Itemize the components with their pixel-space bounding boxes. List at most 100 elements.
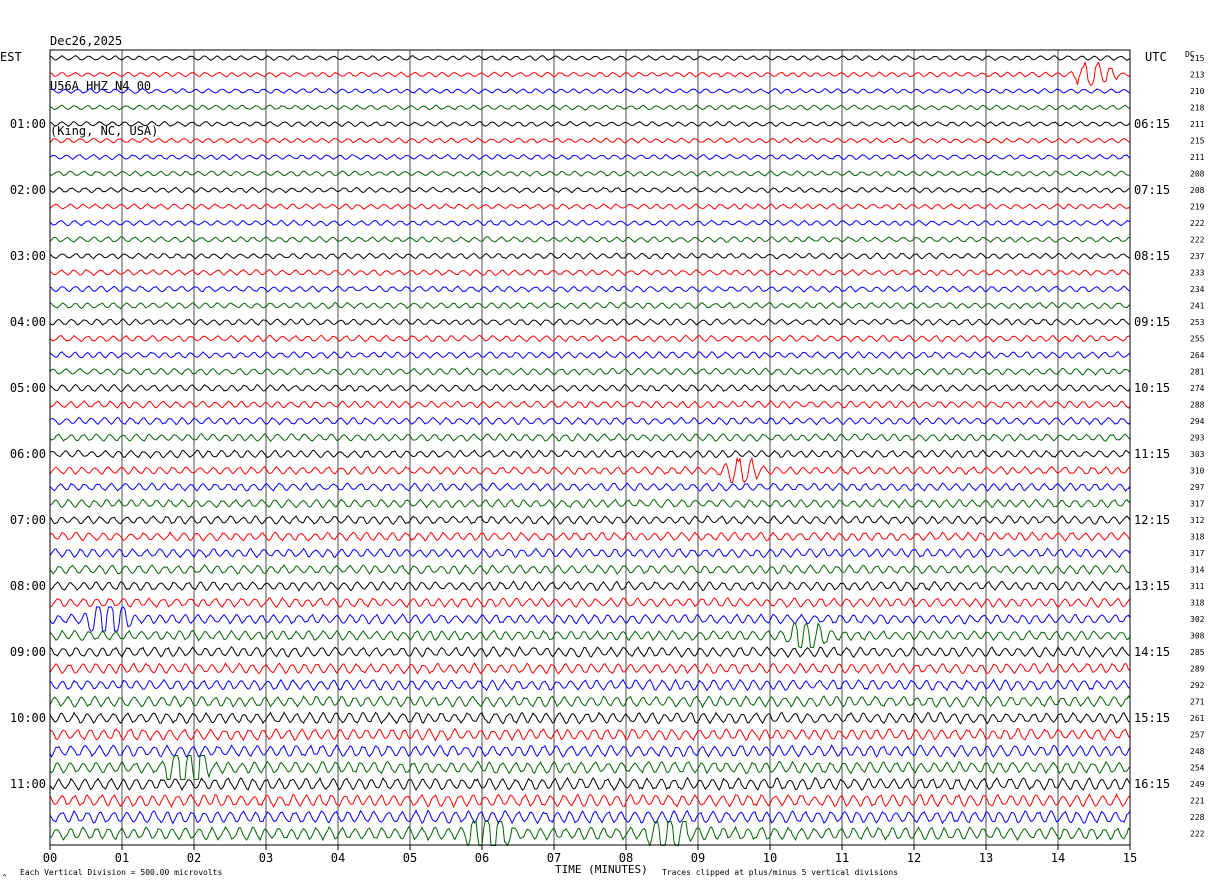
trace-11 bbox=[49, 236, 1131, 243]
dc-value-label: 288 bbox=[1190, 401, 1205, 410]
dc-value-label: 271 bbox=[1190, 698, 1205, 707]
dc-value-label: 215 bbox=[1190, 54, 1205, 63]
trace-0 bbox=[49, 54, 1131, 62]
left-hour-label: 03:00 bbox=[10, 249, 46, 263]
dc-value-label: 210 bbox=[1190, 87, 1205, 96]
left-hour-label: 11:00 bbox=[10, 777, 46, 791]
dc-value-label: 308 bbox=[1190, 632, 1205, 641]
dc-value-label: 211 bbox=[1190, 120, 1205, 129]
dc-value-label: 297 bbox=[1190, 483, 1205, 492]
dc-value-label: 317 bbox=[1190, 549, 1205, 558]
seismic-traces bbox=[49, 54, 1131, 848]
trace-32 bbox=[49, 580, 1131, 592]
trace-13 bbox=[49, 268, 1131, 277]
x-tick-label: 07 bbox=[547, 851, 561, 865]
dc-value-label: 318 bbox=[1190, 533, 1205, 542]
right-hour-label: 13:15 bbox=[1134, 579, 1170, 593]
trace-25 bbox=[49, 456, 1131, 484]
trace-6 bbox=[49, 153, 1131, 161]
dc-value-label: 294 bbox=[1190, 417, 1205, 426]
dc-value-label: 261 bbox=[1190, 714, 1205, 723]
x-tick-label: 08 bbox=[619, 851, 633, 865]
trace-2 bbox=[49, 87, 1131, 95]
dc-value-label: 221 bbox=[1190, 797, 1205, 806]
trace-27 bbox=[49, 498, 1131, 509]
left-hour-label: 01:00 bbox=[10, 117, 46, 131]
trace-15 bbox=[49, 301, 1131, 310]
dc-value-label: 222 bbox=[1190, 219, 1205, 228]
x-tick-label: 11 bbox=[835, 851, 849, 865]
dc-value-label: 285 bbox=[1190, 648, 1205, 657]
vertical-gridlines bbox=[121, 50, 1059, 845]
left-hour-label: 06:00 bbox=[10, 447, 46, 461]
dc-value-label: 241 bbox=[1190, 302, 1205, 311]
dc-value-label: 293 bbox=[1190, 434, 1205, 443]
trace-44 bbox=[49, 776, 1131, 792]
trace-28 bbox=[49, 514, 1131, 526]
dc-value-label: 208 bbox=[1190, 186, 1205, 195]
trace-30 bbox=[49, 547, 1131, 559]
x-tick-label: 14 bbox=[1051, 851, 1065, 865]
dc-value-label: 274 bbox=[1190, 384, 1205, 393]
trace-29 bbox=[49, 531, 1131, 542]
dc-value-label: 303 bbox=[1190, 450, 1205, 459]
dc-value-label: 311 bbox=[1190, 582, 1205, 591]
dc-value-label: 257 bbox=[1190, 731, 1205, 740]
dc-value-label: 312 bbox=[1190, 516, 1205, 525]
trace-42 bbox=[49, 744, 1131, 758]
x-tick-label: 03 bbox=[259, 851, 273, 865]
trace-46 bbox=[49, 809, 1131, 825]
dc-value-label: 317 bbox=[1190, 500, 1205, 509]
trace-9 bbox=[49, 203, 1131, 210]
trace-37 bbox=[49, 662, 1131, 675]
dc-value-label: 253 bbox=[1190, 318, 1205, 327]
corner-mark: ^ bbox=[2, 873, 7, 882]
trace-20 bbox=[49, 383, 1131, 393]
dc-value-label: 234 bbox=[1190, 285, 1205, 294]
trace-31 bbox=[49, 564, 1131, 575]
left-hour-label: 08:00 bbox=[10, 579, 46, 593]
x-tick-label: 13 bbox=[979, 851, 993, 865]
trace-39 bbox=[49, 695, 1131, 709]
right-hour-label: 07:15 bbox=[1134, 183, 1170, 197]
x-tick-label: 12 bbox=[907, 851, 921, 865]
left-hour-label: 07:00 bbox=[10, 513, 46, 527]
dc-value-label: 233 bbox=[1190, 269, 1205, 278]
trace-36 bbox=[49, 645, 1131, 658]
right-hour-label: 14:15 bbox=[1134, 645, 1170, 659]
x-tick-label: 09 bbox=[691, 851, 705, 865]
right-hour-label: 15:15 bbox=[1134, 711, 1170, 725]
right-hour-label: 10:15 bbox=[1134, 381, 1170, 395]
trace-33 bbox=[49, 596, 1131, 609]
x-tick-label: 04 bbox=[331, 851, 345, 865]
trace-1 bbox=[49, 60, 1131, 87]
trace-12 bbox=[49, 252, 1131, 260]
dc-value-label: 215 bbox=[1190, 137, 1205, 146]
dc-value-label: 249 bbox=[1190, 780, 1205, 789]
trace-47 bbox=[49, 821, 1131, 848]
trace-21 bbox=[49, 400, 1131, 409]
dc-value-label: 318 bbox=[1190, 599, 1205, 608]
trace-38 bbox=[49, 678, 1131, 692]
trace-26 bbox=[49, 482, 1131, 492]
dc-column-label: DC bbox=[1185, 50, 1195, 59]
dc-value-label: 254 bbox=[1190, 764, 1205, 773]
dc-value-label: 314 bbox=[1190, 566, 1205, 575]
dc-value-label: 281 bbox=[1190, 368, 1205, 377]
clipping-note: Traces clipped at plus/minus 5 vertical … bbox=[662, 868, 898, 877]
trace-19 bbox=[49, 367, 1131, 376]
trace-45 bbox=[49, 792, 1131, 809]
trace-5 bbox=[49, 137, 1131, 144]
right-timezone-label: UTC bbox=[1145, 50, 1167, 64]
dc-value-label: 264 bbox=[1190, 351, 1205, 360]
right-hour-label: 08:15 bbox=[1134, 249, 1170, 263]
right-hour-label: 09:15 bbox=[1134, 315, 1170, 329]
dc-value-label: 222 bbox=[1190, 236, 1205, 245]
trace-18 bbox=[49, 350, 1131, 359]
dc-value-label: 218 bbox=[1190, 104, 1205, 113]
trace-22 bbox=[49, 416, 1131, 426]
trace-24 bbox=[49, 449, 1131, 459]
dc-value-label: 213 bbox=[1190, 71, 1205, 80]
dc-value-label: 310 bbox=[1190, 467, 1205, 476]
